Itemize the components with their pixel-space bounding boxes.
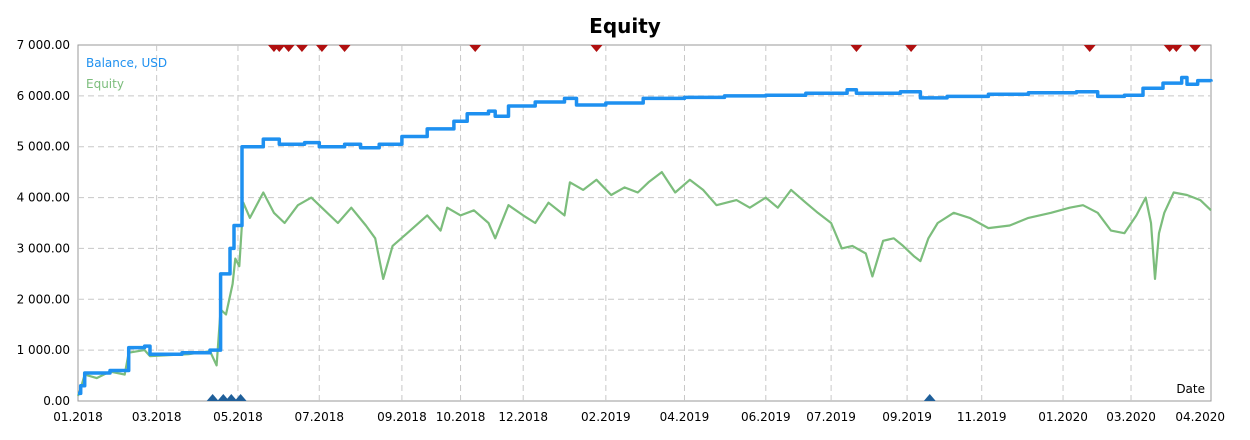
y-tick-label: 7 000.00 [17,38,70,52]
x-tick-label: 07.2019 [806,410,856,424]
sell-marker [850,45,863,52]
series-layer [76,75,1213,397]
plot-area [77,44,1212,402]
sell-marker [315,45,328,52]
y-tick-label: 3 000.00 [17,241,70,255]
y-tick-label: 2 000.00 [17,292,70,306]
sell-marker [295,45,308,52]
x-tick-label: 11.2019 [957,410,1007,424]
y-tick-label: 5 000.00 [17,140,70,154]
x-axis-label: Date [1176,382,1205,396]
y-tick-label: 0.00 [43,394,70,408]
sell-marker [282,45,295,52]
sell-marker [1170,45,1183,52]
x-tick-label: 10.2018 [436,410,486,424]
x-tick-label: 09.2018 [377,410,427,424]
x-tick-label: 04.2019 [660,410,710,424]
y-tick-label: 1 000.00 [17,343,70,357]
sell-marker [1083,45,1096,52]
x-tick-label: 01.2018 [53,410,103,424]
sell-marker [590,45,603,52]
sell-marker [273,45,286,52]
legend-balance: Balance, USD [86,56,167,70]
buy-marker [217,394,230,401]
chart-title: Equity [589,14,661,38]
sell-marker [338,45,351,52]
buy-marker [225,394,238,401]
sell-marker [905,45,918,52]
legend: Balance, USD Equity [86,56,167,91]
y-axis: 0.00 1 000.00 2 000.00 3 000.00 4 000.00 5 00… [17,38,70,408]
x-tick-label: 02.2019 [581,410,631,424]
buy-marker [234,394,247,401]
sell-marker [1189,45,1202,52]
y-tick-label: 6 000.00 [17,89,70,103]
x-tick-label: 01.2020 [1038,410,1088,424]
balance-line [78,75,1213,396]
x-tick-label: 04.2020 [1175,410,1225,424]
legend-equity: Equity [86,77,124,91]
x-axis: 01.2018 03.2018 05.2018 07.2018 09.2018 10.20… [53,410,1225,424]
buy-marker [923,394,936,401]
x-tick-label: 03.2018 [132,410,182,424]
x-tick-label: 12.2018 [498,410,548,424]
sell-marker [469,45,482,52]
x-tick-label: 07.2018 [294,410,344,424]
deal-markers [206,45,1202,401]
x-tick-label: 05.2018 [213,410,263,424]
y-tick-label: 4 000.00 [17,191,70,205]
x-tick-label: 03.2020 [1106,410,1156,424]
buy-marker [206,394,219,401]
x-tick-label: 06.2019 [741,410,791,424]
x-tick-label: 09.2019 [882,410,932,424]
equity-line [76,171,1212,397]
